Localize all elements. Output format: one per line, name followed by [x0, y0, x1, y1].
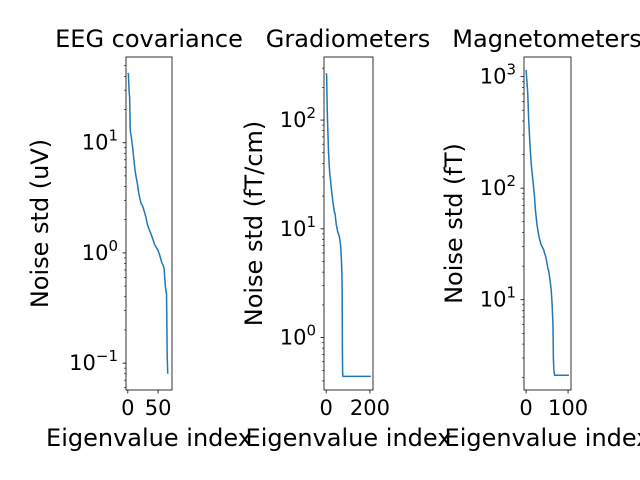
y-tick-label: 102	[280, 104, 316, 132]
x-tick-label: 50	[145, 396, 172, 420]
series-line	[325, 72, 371, 378]
x-tick-label: 100	[548, 396, 588, 420]
series-line	[525, 69, 569, 377]
y-tick-label: 100	[82, 237, 118, 265]
chart-panel-3: 101 102 103 0 100 Magnetometers Eigenvalue ind…	[440, 25, 640, 452]
x-axis-label: Eigenvalue index	[246, 424, 452, 452]
axes-frame	[125, 56, 173, 391]
y-tick-label: 101	[280, 213, 316, 241]
y-axis-label: Noise std (fT/cm)	[240, 121, 268, 326]
axes-frame	[323, 56, 374, 391]
chart-panel-2: 100 101 102 0 200 Gradiometers Eigenvalue inde…	[240, 25, 451, 452]
y-tick-label: 102	[480, 172, 516, 200]
y-tick-label: 101	[480, 284, 516, 312]
y-tick-label: 103	[480, 61, 516, 89]
x-axis-label: Eigenvalue index	[445, 424, 640, 452]
x-tick-label: 0	[519, 396, 532, 420]
axes-frame	[523, 56, 572, 391]
chart-panel-1: 10−1 100 101 0 50 EEG covariance Eigenvalue in…	[26, 25, 252, 452]
y-axis-label: Noise std (uV)	[26, 139, 54, 308]
x-axis-label: Eigenvalue index	[46, 424, 252, 452]
chart-title: EEG covariance	[55, 25, 243, 53]
chart-title: Magnetometers	[452, 25, 640, 53]
y-tick-label: 101	[82, 127, 118, 155]
x-tick-label: 0	[320, 396, 333, 420]
y-axis-label: Noise std (fT)	[440, 143, 468, 304]
x-tick-label: 200	[350, 396, 390, 420]
y-tick-label: 10−1	[69, 347, 118, 375]
chart-title: Gradiometers	[266, 25, 430, 53]
series-line	[127, 72, 169, 374]
x-tick-label: 0	[121, 396, 134, 420]
y-tick-label: 100	[280, 322, 316, 350]
